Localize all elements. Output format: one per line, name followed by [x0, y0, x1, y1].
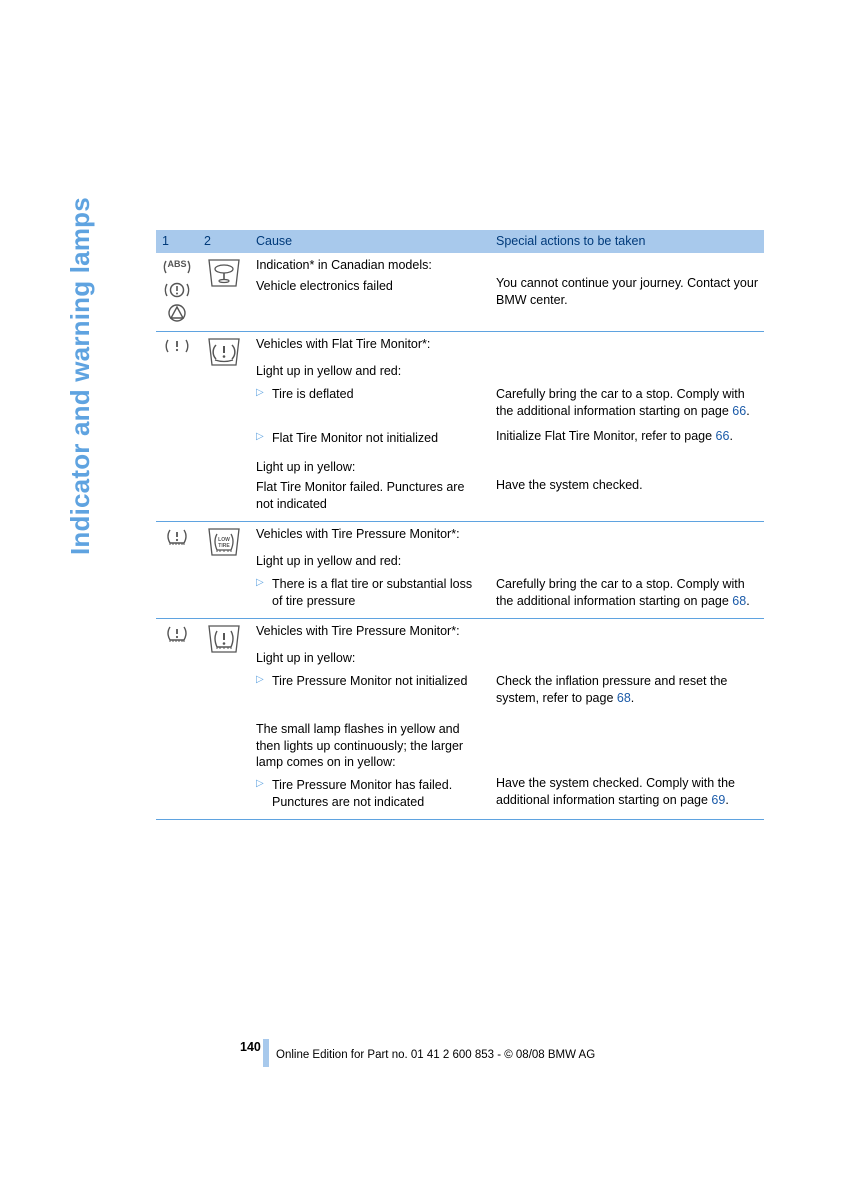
footer-copyright: Online Edition for Part no. 01 41 2 600 …	[276, 1049, 796, 1061]
row-separator	[156, 815, 764, 820]
table-row: Vehicles with Flat Tire Monitor*: Light …	[156, 331, 764, 423]
action-cell: Initialize Flat Tire Monitor, refer to p…	[490, 424, 764, 451]
tpms-large-icon	[204, 623, 244, 655]
triangle-bullet-icon: ▷	[256, 576, 268, 590]
action-text: .	[631, 691, 634, 705]
table-row: ▷ Flat Tire Monitor not initialized Initi…	[156, 424, 764, 451]
side-section-title: Indicator and warning lamps	[65, 197, 96, 555]
table-row: LOWTIRE Vehicles with Tire Pressure Moni…	[156, 522, 764, 614]
page-number: 140	[240, 1040, 261, 1054]
action-text: .	[729, 429, 732, 443]
header-col-1: 1	[156, 230, 198, 253]
abs-icon: ABS	[162, 257, 192, 277]
action-cell: Carefully bring the car to a stop. Compl…	[490, 522, 764, 614]
action-cell: Have the system checked. Comply with the…	[490, 711, 764, 815]
page-link[interactable]: 69	[711, 793, 725, 807]
cause-text: Vehicles with Flat Tire Monitor	[256, 337, 422, 351]
cause-subheading: Light up in yellow and red:	[256, 353, 484, 380]
triangle-bullet-icon: ▷	[256, 673, 268, 687]
cause-cell: Indication* in Canadian models: Vehicle …	[250, 253, 490, 327]
cause-subheading: The small lamp flashes in yellow and the…	[256, 715, 484, 772]
dsc-triangle-icon	[162, 303, 192, 323]
triangle-bullet-icon: ▷	[256, 430, 268, 444]
action-text: .	[746, 594, 749, 608]
header-col-2: 2	[198, 230, 250, 253]
cause-cell: The small lamp flashes in yellow and the…	[250, 711, 490, 815]
bullet-text: There is a flat tire or substantial loss…	[272, 576, 484, 610]
tpms-small-icon	[162, 623, 192, 643]
header-action: Special actions to be taken	[490, 230, 764, 253]
action-text: Have the system checked.	[496, 455, 758, 494]
cause-subheading: Light up in yellow:	[256, 455, 484, 476]
cause-cell: Vehicles with Tire Pressure Monitor*: Li…	[250, 522, 490, 614]
triangle-bullet-icon: ▷	[256, 777, 268, 791]
footnote-star-icon: *	[451, 624, 456, 638]
cause-text: Vehicle electronics failed	[256, 274, 484, 295]
page-link[interactable]: 68	[617, 691, 631, 705]
bullet-text: Tire is deflated	[272, 386, 484, 403]
bullet-text: Tire Pressure Monitor not initialized	[272, 673, 484, 690]
bullet-text: Flat Tire Monitor not initialized	[272, 430, 484, 447]
header-cause: Cause	[250, 230, 490, 253]
svg-text:ABS: ABS	[167, 259, 186, 269]
table-row: The small lamp flashes in yellow and the…	[156, 711, 764, 815]
page-number-bar-icon	[263, 1039, 269, 1067]
cause-subheading: Light up in yellow:	[256, 640, 484, 667]
brake-warning-icon	[162, 280, 192, 300]
warning-lamps-table: 1 2 Cause Special actions to be taken AB…	[156, 230, 764, 820]
action-text: Carefully bring the car to a stop. Compl…	[496, 387, 745, 418]
footnote-star-icon: *	[422, 337, 427, 351]
action-text: Check the inflation pressure and reset t…	[496, 674, 727, 705]
cause-subheading: Light up in yellow and red:	[256, 543, 484, 570]
cause-cell: Light up in yellow: Flat Tire Monitor fa…	[250, 451, 490, 518]
action-text: Initialize Flat Tire Monitor, refer to p…	[496, 429, 716, 443]
cause-text: Vehicles with Tire Pressure Monitor	[256, 624, 451, 638]
bullet-text: Tire Pressure Monitor has failed. Punctu…	[272, 777, 484, 811]
cause-cell: Vehicles with Tire Pressure Monitor*: Li…	[250, 618, 490, 710]
footnote-star-icon: *	[451, 527, 456, 541]
warning-lamps-table-container: 1 2 Cause Special actions to be taken AB…	[156, 230, 764, 820]
action-text: You cannot continue your journey. Contac…	[496, 257, 758, 309]
steering-wheel-large-icon	[204, 257, 244, 289]
cause-text: Flat Tire Monitor failed. Punctures are …	[256, 475, 484, 513]
action-text: Have the system checked. Comply with the…	[496, 776, 735, 807]
tpms-low-tire-large-icon: LOWTIRE	[204, 526, 244, 558]
cause-text: in Canadian models:	[314, 258, 431, 272]
action-text: Carefully bring the car to a stop. Compl…	[496, 577, 745, 608]
table-row: Vehicles with Tire Pressure Monitor*: Li…	[156, 618, 764, 710]
tpms-small-icon	[162, 526, 192, 546]
flat-tire-large-icon	[204, 336, 244, 368]
cause-text: Vehicles with Tire Pressure Monitor	[256, 527, 451, 541]
action-text: .	[746, 404, 749, 418]
action-text: .	[725, 793, 728, 807]
page-link[interactable]: 66	[732, 404, 746, 418]
cause-cell: ▷ Flat Tire Monitor not initialized	[250, 424, 490, 451]
cause-text: Indication	[256, 258, 310, 272]
flat-tire-small-icon	[162, 336, 192, 356]
icon-col-1: ABS	[162, 257, 192, 323]
table-row: ABS Indication* in Canadian models: Vehi…	[156, 253, 764, 327]
action-cell: Carefully bring the car to a stop. Compl…	[490, 331, 764, 423]
svg-text:TIRE: TIRE	[218, 543, 230, 549]
cause-cell: Vehicles with Flat Tire Monitor*: Light …	[250, 331, 490, 423]
action-cell: Check the inflation pressure and reset t…	[490, 618, 764, 710]
action-cell: You cannot continue your journey. Contac…	[490, 253, 764, 327]
table-row: Light up in yellow: Flat Tire Monitor fa…	[156, 451, 764, 518]
action-cell: Have the system checked.	[490, 451, 764, 518]
page-link[interactable]: 66	[716, 429, 730, 443]
page-link[interactable]: 68	[732, 594, 746, 608]
table-header-row: 1 2 Cause Special actions to be taken	[156, 230, 764, 253]
triangle-bullet-icon: ▷	[256, 386, 268, 400]
